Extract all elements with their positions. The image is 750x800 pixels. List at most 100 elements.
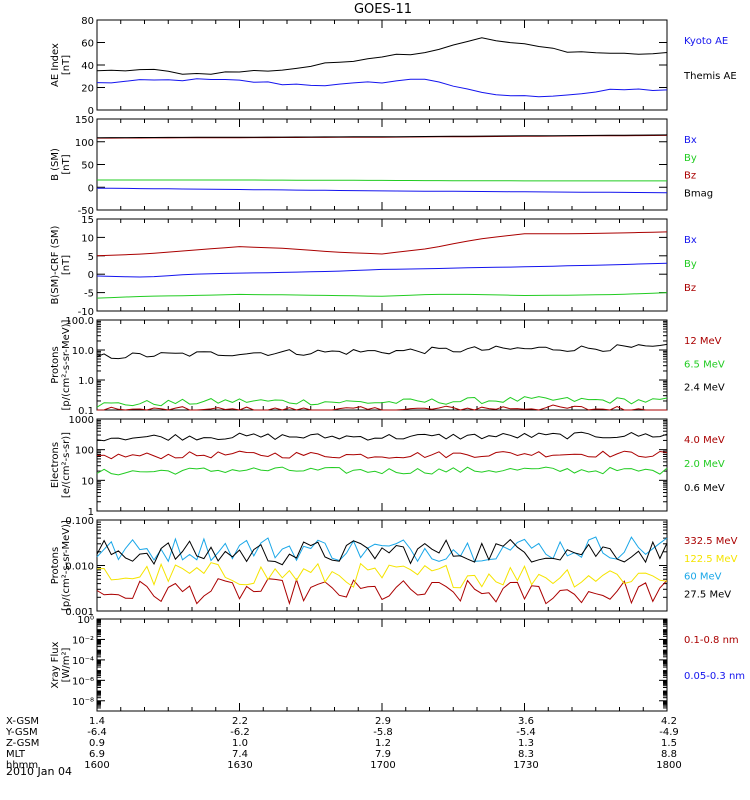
ephemeris-value: 6.9 bbox=[89, 749, 105, 760]
y-axis-label: B (SM) bbox=[50, 148, 61, 181]
y-axis-label: Protons bbox=[50, 547, 61, 584]
ephemeris-row-label: X-GSM bbox=[6, 716, 39, 727]
ephemeris-value: 2.2 bbox=[232, 716, 248, 727]
legend-entry: 4.0 MeV bbox=[684, 435, 725, 446]
series-line-by bbox=[96, 292, 668, 299]
date-label: 2010 Jan 04 bbox=[6, 765, 72, 778]
legend-entry: Bz bbox=[684, 283, 696, 294]
ephemeris-value: -4.9 bbox=[659, 727, 679, 738]
legend-entry: Bz bbox=[684, 171, 696, 182]
ephemeris-value: -5.8 bbox=[373, 727, 393, 738]
series-line-60-mev bbox=[96, 536, 668, 563]
y-tick-label: 1 bbox=[88, 507, 94, 518]
ephemeris-value: 1630 bbox=[227, 760, 252, 771]
y-tick-label: 20 bbox=[81, 84, 94, 95]
y-axis-label: [nT] bbox=[61, 154, 72, 174]
panel-4: 0.1 1.0 10.0 100.0 Protons [p/(cm²-s-sr-MeV)]… bbox=[50, 316, 725, 417]
y-tick-label: -5 bbox=[84, 289, 94, 300]
series-line-4-0-mev bbox=[96, 450, 668, 460]
y-axis-label: [W/m²] bbox=[61, 647, 72, 682]
legend-entry: 2.0 MeV bbox=[684, 459, 725, 470]
ephemeris-row-label: hhmm bbox=[6, 760, 38, 771]
y-axis-label: Protons bbox=[50, 346, 61, 383]
legend-entry: Bmag bbox=[684, 188, 713, 199]
y-tick-label: 0.001 bbox=[65, 607, 94, 618]
ephemeris-value: 1730 bbox=[513, 760, 538, 771]
panel-6: 0.001 0.010 0.100 Protons [p/(cm²-s-sr-MeV)]… bbox=[50, 516, 738, 618]
y-tick-label: 0.010 bbox=[65, 562, 94, 573]
legend-entry: 332.5 MeV bbox=[684, 536, 738, 547]
y-tick-label: 150 bbox=[75, 115, 94, 126]
legend-entry: 0.6 MeV bbox=[684, 483, 725, 494]
legend-entry: 27.5 MeV bbox=[684, 589, 731, 600]
ephemeris-value: 4.2 bbox=[661, 716, 677, 727]
legend-entry: Kyoto AE bbox=[684, 36, 728, 47]
y-axis-label: [p/(cm²-s-sr-MeV)] bbox=[61, 319, 72, 410]
panel-frame bbox=[96, 19, 668, 111]
legend-entry: 2.4 MeV bbox=[684, 383, 725, 394]
y-tick-label: 10 bbox=[81, 233, 94, 244]
ephemeris-value: 8.8 bbox=[661, 749, 677, 760]
legend-entry: Bx bbox=[684, 235, 697, 246]
ephemeris-value: -5.4 bbox=[516, 727, 536, 738]
legend-entry: Bx bbox=[684, 135, 697, 146]
ephemeris-row-label: MLT bbox=[6, 749, 26, 760]
panel-7: 10⁻⁸ 10⁻⁶ 10⁻⁴ 10⁻² 10⁰ Xray Flux [W/m²] 0.1-0.… bbox=[50, 615, 745, 712]
y-axis-label: B(SM)-CRF (SM) bbox=[50, 225, 61, 304]
series-line-by bbox=[97, 179, 667, 182]
y-tick-label: 15 bbox=[81, 215, 94, 226]
ephemeris-value: 0.9 bbox=[89, 738, 105, 749]
y-tick-label: 50 bbox=[81, 161, 94, 172]
ephemeris-value: 1.5 bbox=[661, 738, 677, 749]
y-tick-label: 100 bbox=[75, 446, 94, 457]
panel-frame bbox=[96, 319, 668, 411]
ephemeris-value: 1.0 bbox=[232, 738, 248, 749]
y-tick-label: -50 bbox=[78, 206, 94, 217]
ephemeris-value: -6.2 bbox=[230, 727, 250, 738]
y-tick-label: 5 bbox=[88, 252, 94, 263]
ephemeris-row-label: Y-GSM bbox=[5, 727, 38, 738]
series-line-0-6-mev bbox=[96, 431, 668, 442]
series-line-6-5-mev bbox=[96, 396, 668, 408]
series-line-bz bbox=[96, 231, 668, 257]
series-line-bx bbox=[96, 187, 668, 194]
series-line-12-mev bbox=[96, 404, 667, 411]
ephemeris-value: 1.3 bbox=[518, 738, 534, 749]
ephemeris-value: 3.6 bbox=[518, 716, 534, 727]
y-tick-label: 100.0 bbox=[65, 316, 94, 327]
figure-title: GOES-11 bbox=[354, 2, 412, 17]
y-tick-label: 10.0 bbox=[72, 346, 94, 357]
ephemeris-table: X-GSM 1.4 2.2 2.9 3.6 4.2 Y-GSM -6.4 -6.2 -5.8 -5.… bbox=[5, 716, 682, 771]
y-axis-label: [nT] bbox=[61, 255, 72, 275]
panel-frame bbox=[96, 618, 668, 712]
y-tick-label: 10⁻⁴ bbox=[72, 656, 94, 667]
y-tick-label: 10⁻² bbox=[72, 635, 94, 646]
panel-3: -10 -5 0 5 10 15 B(SM)-CRF (SM) [nT] Bx By Bz bbox=[50, 215, 697, 318]
legend-entry: 0.05-0.3 nm bbox=[684, 671, 745, 682]
series-line-bx bbox=[96, 262, 668, 278]
ephemeris-value: 2.9 bbox=[375, 716, 391, 727]
y-tick-label: 0.100 bbox=[65, 516, 94, 527]
ephemeris-value: 7.4 bbox=[232, 749, 248, 760]
ephemeris-value: 1600 bbox=[84, 760, 109, 771]
ephemeris-value: -6.4 bbox=[87, 727, 107, 738]
y-axis-label: AE Index bbox=[50, 43, 61, 87]
legend-entry: 60 MeV bbox=[684, 572, 722, 583]
y-axis-label: [nT] bbox=[61, 55, 72, 75]
y-tick-label: 0.1 bbox=[78, 406, 94, 417]
ephemeris-value: 1.4 bbox=[89, 716, 105, 727]
series-line-27-5-mev bbox=[96, 538, 668, 566]
ephemeris-value: 7.9 bbox=[375, 749, 391, 760]
y-axis-label: Xray Flux bbox=[50, 641, 61, 688]
legend-entry: Themis AE bbox=[683, 71, 737, 82]
y-tick-label: 0 bbox=[88, 183, 94, 194]
legend-entry: 6.5 MeV bbox=[684, 359, 725, 370]
ephemeris-value: 1700 bbox=[370, 760, 395, 771]
y-tick-label: 0 bbox=[88, 106, 94, 117]
y-tick-label: 60 bbox=[81, 39, 94, 50]
panel-frame bbox=[96, 519, 668, 612]
y-tick-label: 10⁰ bbox=[77, 615, 94, 626]
legend-entry: 0.1-0.8 nm bbox=[684, 635, 739, 646]
